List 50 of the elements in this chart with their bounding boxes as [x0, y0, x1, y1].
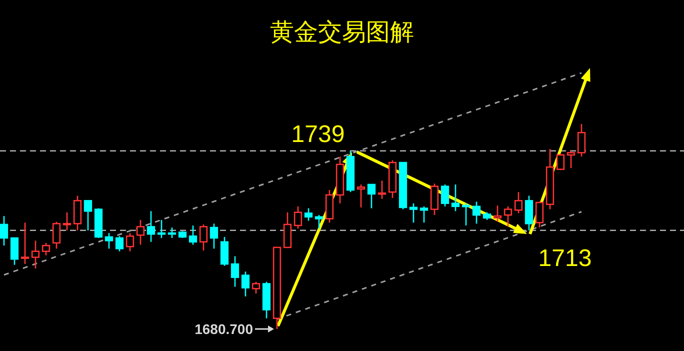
candlestick: [210, 222, 218, 250]
candlestick: [378, 180, 386, 200]
candlestick: [73, 195, 82, 232]
candlestick: [230, 256, 240, 288]
candlestick: [462, 202, 470, 226]
candlestick: [252, 281, 260, 294]
candlestick: [440, 184, 450, 208]
candlestick: [524, 195, 534, 232]
candlestick: [294, 206, 302, 230]
candlestick: [367, 184, 376, 209]
candlestick: [493, 204, 502, 222]
candlestick: [304, 208, 313, 222]
annotation: 1680.700: [194, 321, 254, 337]
candlestick: [504, 206, 512, 228]
candlestick: [136, 219, 145, 246]
annotation: 1739: [291, 121, 345, 148]
chart-title: 黄金交易图解: [270, 19, 414, 46]
candlestick: [451, 184, 460, 212]
candlestick: [126, 232, 134, 252]
candlestick: [42, 242, 50, 256]
candlestick: [220, 236, 229, 267]
candlestick: [0, 215, 8, 246]
candlestick: [535, 201, 544, 228]
candlestick: [325, 189, 334, 224]
candlestick: [241, 270, 250, 298]
annotation: 1713: [538, 245, 592, 272]
candlestick: [20, 222, 30, 265]
candlestick: [146, 210, 156, 243]
candlestick: [104, 232, 114, 250]
candlestick: [430, 183, 439, 216]
candlestick: [283, 212, 292, 248]
candlestick: [514, 191, 523, 214]
candlestick: [199, 224, 208, 252]
candlestick: [556, 153, 565, 171]
candlestick: [84, 200, 92, 232]
candlestick: [566, 150, 576, 169]
candlestick: [472, 201, 481, 224]
candlestick: [420, 206, 428, 224]
candlestick: [157, 219, 166, 239]
candlestick: [409, 202, 418, 224]
candlestick: [188, 224, 198, 246]
candlestick: [31, 240, 40, 270]
candlestick: [168, 226, 176, 239]
candlestick: [62, 212, 72, 232]
candlestick: [356, 184, 366, 208]
candlestick: [314, 214, 324, 230]
candlestick: [10, 237, 19, 266]
candlestick: [577, 123, 586, 158]
candlestick: [115, 235, 124, 252]
candlestick: [52, 221, 61, 250]
